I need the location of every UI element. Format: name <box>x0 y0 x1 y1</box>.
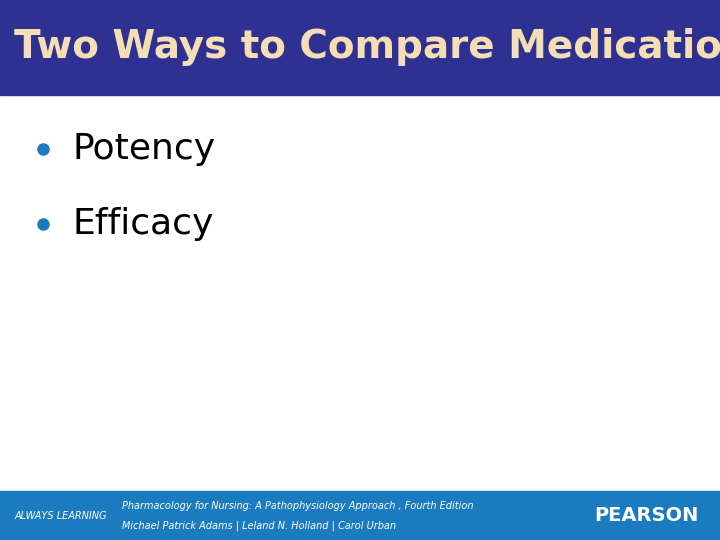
Text: ALWAYS LEARNING: ALWAYS LEARNING <box>14 511 107 521</box>
Text: Pharmacology for Nursing: A Pathophysiology Approach , Fourth Edition: Pharmacology for Nursing: A Pathophysiol… <box>122 501 474 511</box>
Bar <box>0 491 720 540</box>
Text: Potency: Potency <box>72 132 215 165</box>
Bar <box>0 0 720 94</box>
Text: Michael Patrick Adams | Leland N. Holland | Carol Urban: Michael Patrick Adams | Leland N. Hollan… <box>122 520 397 531</box>
Text: Two Ways to Compare Medications: Two Ways to Compare Medications <box>14 28 720 66</box>
Text: Efficacy: Efficacy <box>72 207 213 241</box>
Text: PEARSON: PEARSON <box>594 506 698 525</box>
Bar <box>0 94 720 491</box>
